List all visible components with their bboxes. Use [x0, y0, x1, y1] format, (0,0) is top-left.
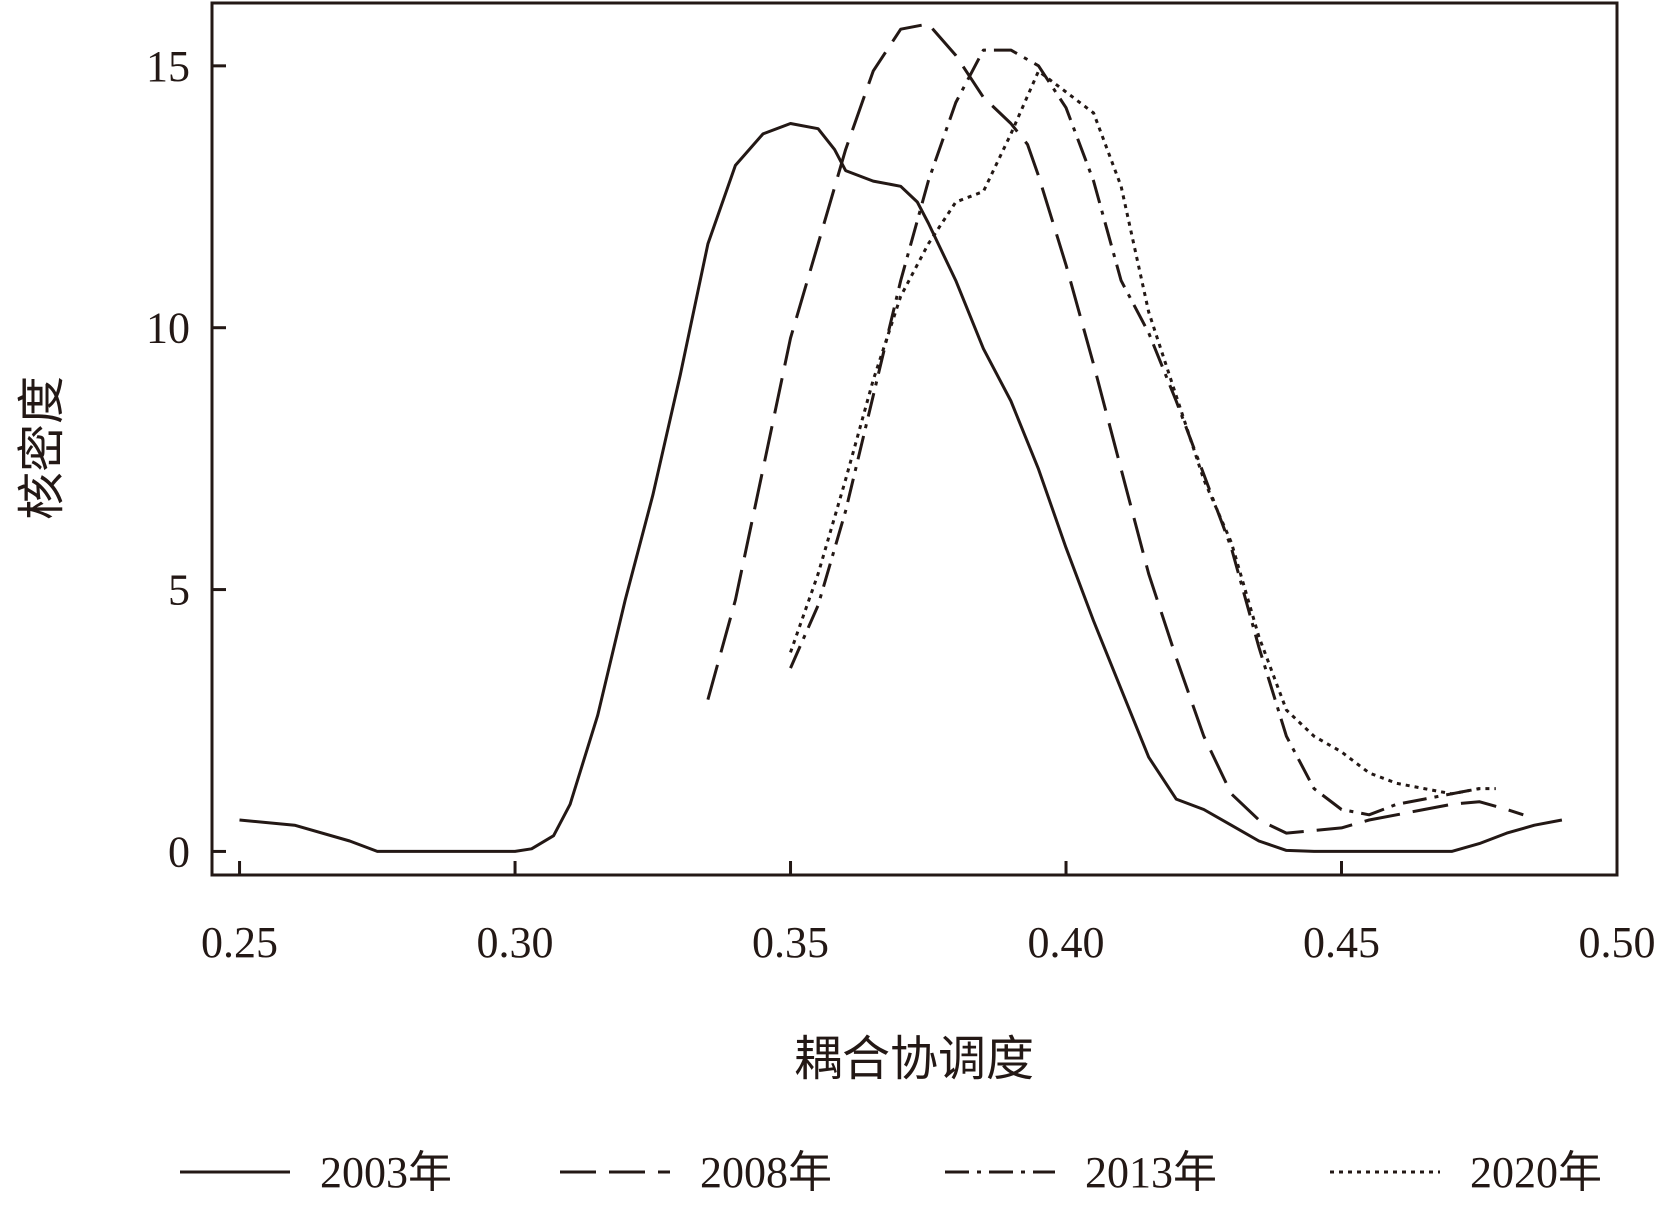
x-tick-label: 0.45: [1303, 918, 1380, 967]
y-tick-label: 10: [146, 304, 190, 353]
y-tick-label: 5: [168, 566, 190, 615]
x-tick-label: 0.40: [1028, 918, 1105, 967]
x-axis: 0.25 0.30 0.35 0.40 0.45 0.50: [201, 861, 1656, 967]
x-tick-label: 0.35: [752, 918, 829, 967]
x-tick-label: 0.25: [201, 918, 278, 967]
legend-label: 2013年: [1085, 1148, 1217, 1197]
y-axis-title: 核密度: [16, 376, 69, 520]
series-line-0: [239, 122, 1563, 853]
x-tick-label: 0.50: [1579, 918, 1656, 967]
y-tick-label: 15: [146, 42, 190, 91]
x-tick-label: 0.30: [477, 918, 554, 967]
series-line-3: [789, 69, 1496, 796]
legend-label: 2008年: [700, 1148, 832, 1197]
plot-frame: [210, 1, 1619, 877]
series-line-2: [789, 48, 1480, 817]
legend: 2003年 2008年 2013年 2020年: [180, 1148, 1602, 1197]
series-line-1: [706, 22, 1524, 835]
legend-label: 2003年: [320, 1148, 452, 1197]
x-axis-title: 耦合协调度: [794, 1033, 1034, 1086]
legend-label: 2020年: [1470, 1148, 1602, 1197]
y-axis: 0 5 10 15: [146, 42, 226, 876]
y-tick-label: 0: [168, 827, 190, 876]
series-lines: [239, 22, 1563, 853]
